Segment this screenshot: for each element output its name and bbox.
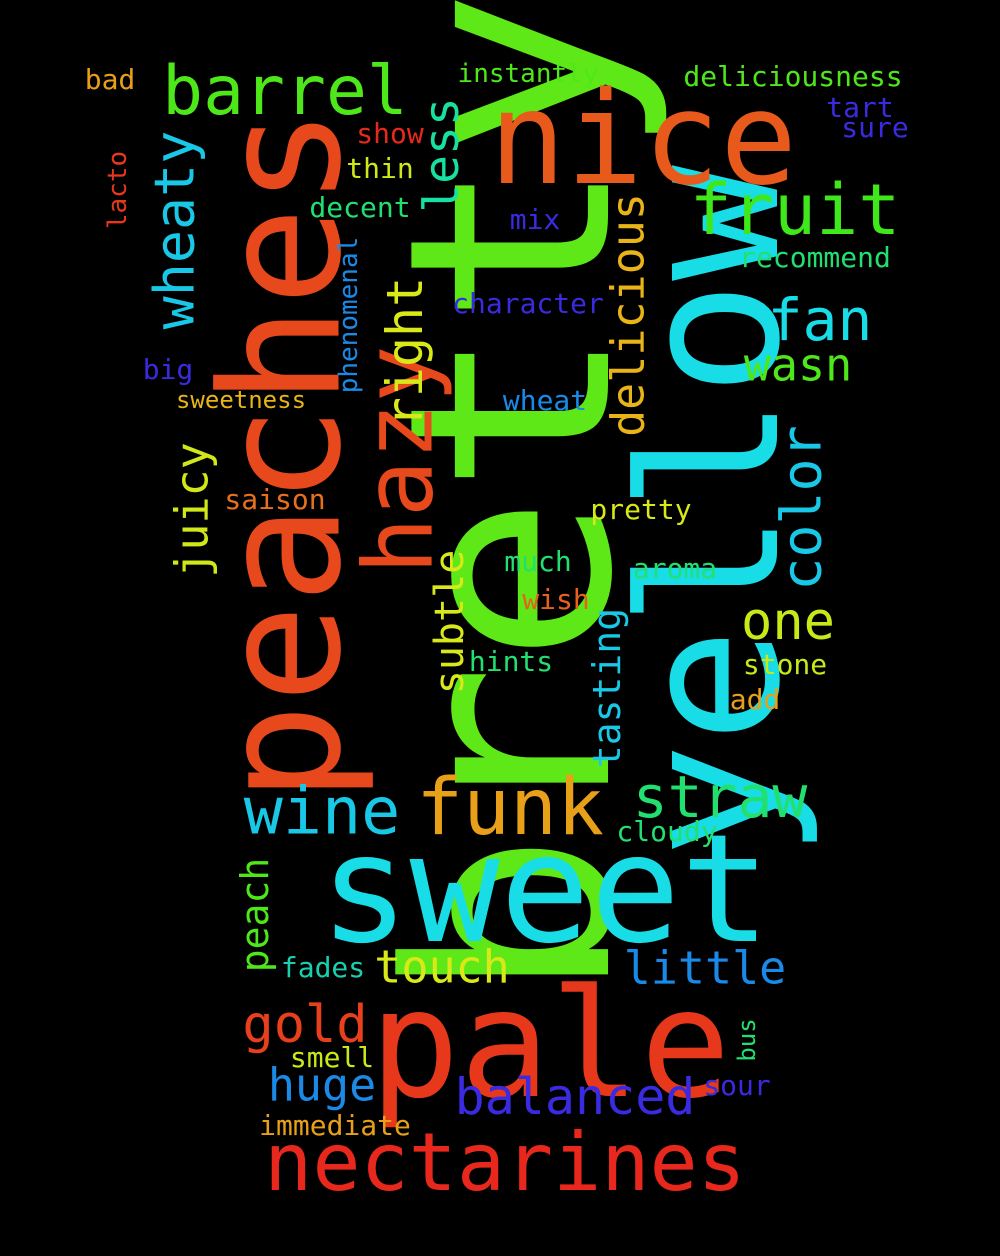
word-bus: bus — [733, 1018, 761, 1062]
word-show: show — [356, 117, 424, 150]
word-one: one — [741, 592, 835, 652]
word-phenomenal: phenomenal — [334, 236, 364, 394]
word-sweet: sweet — [319, 803, 771, 977]
word-subtle: subtle — [427, 549, 473, 695]
word-fades: fades — [280, 951, 366, 984]
word-wheat: wheat — [502, 384, 588, 417]
word-smell: smell — [289, 1041, 375, 1074]
word-add: add — [729, 683, 781, 716]
word-saison: saison — [224, 483, 326, 516]
word-decent: decent — [309, 191, 411, 224]
word-wish: wish — [522, 583, 590, 616]
word-tasting: tasting — [585, 607, 629, 769]
word-huge: huge — [267, 1058, 377, 1112]
word-touch: touch — [374, 940, 510, 994]
word-fan: fan — [767, 286, 873, 354]
word-peach: peach — [233, 857, 277, 973]
word-little: little — [623, 941, 787, 995]
word-stone: stone — [742, 648, 828, 681]
word-gold: gold — [242, 995, 368, 1055]
word-immediate: immediate — [259, 1109, 411, 1142]
word-cloudy: cloudy — [616, 815, 718, 848]
word-less: less — [414, 97, 470, 213]
word-sweetness: sweetness — [175, 386, 307, 414]
word-recommend: recommend — [739, 241, 891, 274]
word-straw: straw — [632, 763, 808, 831]
word-thin: thin — [346, 152, 414, 185]
word-much: much — [504, 545, 572, 578]
word-character: character — [452, 287, 604, 320]
word-funk: funk — [416, 763, 604, 853]
word-wine: wine — [243, 774, 401, 850]
word-big: big — [142, 353, 194, 386]
word-pale: pale — [369, 958, 731, 1132]
word-right: right — [376, 276, 434, 428]
word-sour: sour — [703, 1069, 771, 1102]
word-nice: nice — [488, 65, 798, 214]
word-aroma: aroma — [632, 552, 718, 585]
word-color: color — [769, 425, 834, 591]
word-wheaty: wheaty — [142, 130, 207, 330]
word-mix: mix — [509, 203, 561, 236]
word-barrel: barrel — [162, 52, 408, 131]
word-deliciousness: deliciousness — [683, 60, 903, 93]
word-hints: hints — [468, 645, 554, 678]
word-wasn: wasn — [743, 338, 853, 392]
word-nectarines: nectarines — [264, 1116, 746, 1209]
word-tart: tart — [826, 91, 894, 124]
word-lacto: lacto — [103, 150, 133, 230]
word-sure: sure — [841, 111, 909, 144]
word-delicious: delicious — [601, 193, 655, 437]
word-instantly: instantly — [457, 59, 599, 89]
word-balanced: balanced — [454, 1068, 696, 1126]
word-pretty: pretty — [590, 493, 692, 526]
word-juicy: juicy — [165, 442, 219, 578]
word-bad: bad — [84, 63, 136, 96]
word-fruit: fruit — [689, 169, 901, 251]
